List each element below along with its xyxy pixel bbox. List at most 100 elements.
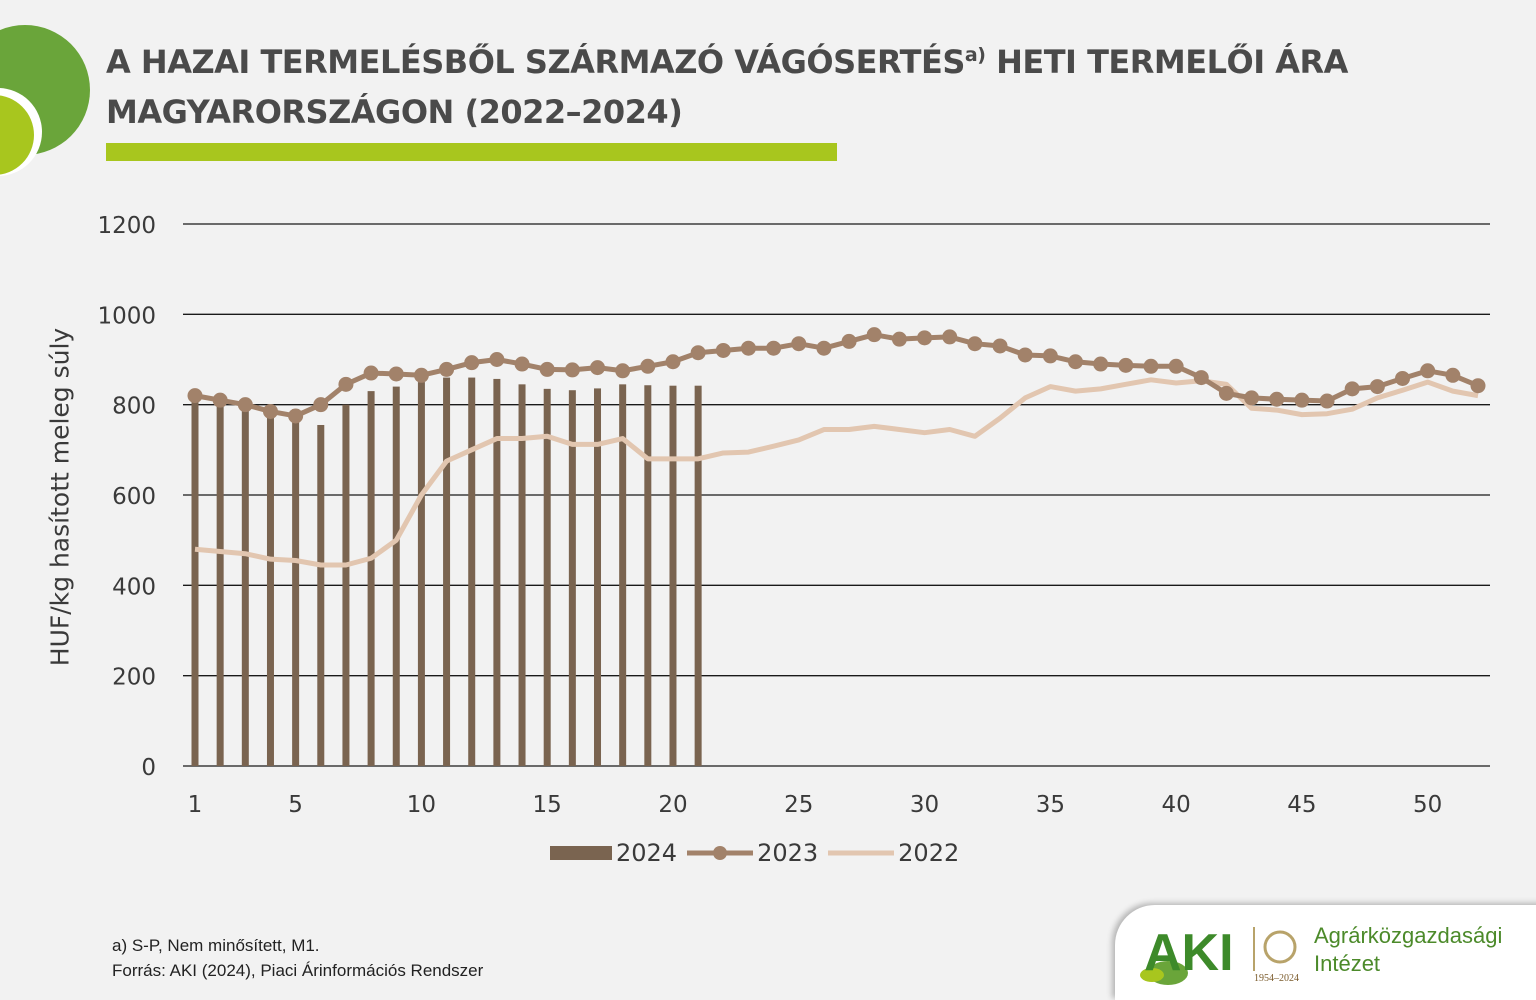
y-tick-label: 600: [112, 484, 156, 510]
point-2023-week-23: [740, 340, 756, 356]
point-2023-week-50: [1420, 363, 1436, 379]
x-tick-label: 25: [784, 792, 813, 818]
logo-box: [1115, 905, 1536, 1000]
bar-2024-week-11: [443, 377, 451, 766]
legend-swatch-2023: [687, 846, 754, 860]
x-tick-label: 40: [1161, 792, 1190, 818]
point-2023-week-43: [1244, 390, 1260, 406]
logo-text: Agrárközgazdasági Intézet: [1314, 922, 1502, 978]
series-line-2022: [194, 377, 1479, 568]
title-footnote-marker: a): [964, 44, 986, 66]
point-2023-week-8: [363, 365, 379, 381]
point-2023-week-28: [866, 327, 882, 343]
bar-2024-week-10: [417, 382, 425, 766]
bar-2024-week-18: [619, 384, 627, 766]
x-tick-label: 20: [658, 792, 687, 818]
point-2023-week-26: [816, 340, 832, 356]
point-2023-week-35: [1042, 348, 1058, 364]
y-tick-label: 1000: [97, 303, 156, 329]
series-line-2023: [194, 332, 1479, 419]
x-tick-label: 10: [407, 792, 436, 818]
bar-2024-week-6: [317, 424, 325, 766]
point-2023-week-10: [413, 367, 429, 383]
point-2023-week-1: [187, 388, 203, 404]
x-tick-label: 1: [188, 792, 203, 818]
bar-2024-week-2: [216, 400, 224, 766]
logo-years: 1954–2024: [1254, 973, 1299, 984]
bar-2024-week-17: [594, 388, 602, 766]
legend-item-2023: 2023: [687, 839, 818, 867]
point-2023-week-38: [1118, 357, 1134, 373]
bar-2024-week-3: [241, 404, 249, 766]
bar-2024-week-4: [266, 406, 274, 766]
point-2023-week-30: [917, 330, 933, 346]
point-2023-week-40: [1168, 358, 1184, 374]
y-tick-label: 0: [141, 755, 156, 781]
point-2023-week-45: [1294, 392, 1310, 408]
title-part-2: HETI TERMELŐI ÁRA MAGYARORSZÁGON (2022–2…: [106, 43, 1348, 131]
point-2023-week-31: [942, 329, 958, 345]
legend-swatch-2024: [550, 846, 612, 860]
legend-label-2023: 2023: [757, 839, 819, 867]
logo-line-1: Agrárközgazdasági: [1314, 923, 1503, 948]
point-2023-week-27: [841, 333, 857, 349]
footnote: a) S-P, Nem minősített, M1. Forrás: AKI …: [112, 933, 483, 983]
point-2023-week-19: [640, 358, 656, 374]
bar-2024-week-13: [493, 378, 501, 766]
legend-item-2024: 2024: [550, 839, 677, 867]
point-2023-week-11: [439, 361, 455, 377]
bar-2024-week-14: [518, 384, 526, 766]
point-2023-week-21: [690, 345, 706, 361]
point-2023-week-46: [1319, 393, 1335, 409]
point-2023-week-15: [539, 361, 555, 377]
bar-2024-week-21: [694, 385, 702, 766]
legend-label-2022: 2022: [898, 839, 960, 867]
x-tick-label: 45: [1287, 792, 1316, 818]
logo-mark-text: AKI: [1144, 924, 1234, 982]
point-2023-week-25: [791, 336, 807, 352]
bar-2024-week-20: [669, 385, 677, 766]
point-2023-week-36: [1067, 354, 1083, 370]
point-2023-week-39: [1143, 358, 1159, 374]
point-2023-week-2: [212, 392, 228, 408]
aki-logo-mark: AKI 1954–2024: [1140, 924, 1299, 985]
bar-2024-week-8: [367, 391, 375, 766]
x-tick-label: 30: [910, 792, 939, 818]
point-2023-week-13: [489, 352, 505, 367]
point-2023-week-33: [992, 338, 1008, 354]
point-2023-week-48: [1369, 379, 1385, 395]
y-axis-title: HUF/kg hasított meleg súly: [45, 327, 75, 667]
point-2023-week-6: [313, 397, 329, 413]
point-2023-week-42: [1218, 385, 1234, 401]
point-2023-week-44: [1269, 391, 1285, 407]
y-tick-label: 400: [112, 574, 156, 600]
point-2023-week-9: [388, 366, 404, 382]
point-2023-week-49: [1395, 370, 1411, 386]
point-2023-week-12: [464, 355, 480, 371]
point-2023-week-18: [615, 363, 631, 379]
point-2023-week-34: [1017, 347, 1033, 363]
point-2023-week-32: [967, 336, 983, 352]
chart-legend: 2024 2023 2022: [550, 836, 969, 870]
point-2023-week-24: [766, 340, 782, 356]
bar-2024-week-7: [342, 404, 350, 766]
bar-2024-week-5: [292, 409, 300, 766]
x-tick-label: 35: [1036, 792, 1065, 818]
y-tick-label: 1200: [97, 213, 156, 239]
bar-2024-week-1: [191, 400, 199, 766]
point-2023-week-3: [237, 397, 253, 413]
point-2023-week-41: [1193, 370, 1209, 386]
legend-item-2022: 2022: [828, 839, 959, 867]
logo-line-2: Intézet: [1314, 951, 1381, 976]
chart-title: A HAZAI TERMELÉSBŐL SZÁRMAZÓ VÁGÓSERTÉSa…: [106, 40, 1486, 135]
title-part-1: A HAZAI TERMELÉSBŐL SZÁRMAZÓ VÁGÓSERTÉS: [106, 43, 965, 81]
point-2023-week-47: [1344, 381, 1360, 397]
point-2023-week-16: [564, 362, 580, 378]
point-2023-week-29: [891, 331, 907, 347]
footnote-line-1: a) S-P, Nem minősített, M1.: [112, 936, 320, 955]
legend-label-2024: 2024: [616, 839, 678, 867]
point-2023-week-17: [590, 360, 606, 376]
corner-decoration: [0, 25, 90, 176]
y-tick-label: 200: [112, 665, 156, 691]
